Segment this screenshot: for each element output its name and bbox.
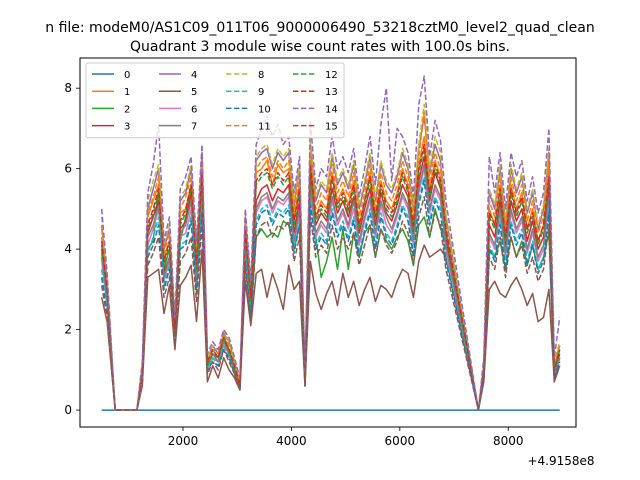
y-tick-label: 8 <box>64 81 72 95</box>
legend-label-5: 5 <box>191 87 197 98</box>
chart-title: Quadrant 3 module wise count rates with … <box>130 39 510 55</box>
legend-label-15: 15 <box>325 122 338 133</box>
legend-label-0: 0 <box>124 70 130 81</box>
plot-frame <box>79 57 577 428</box>
x-tick-label: 8000 <box>493 434 524 448</box>
series-line-14 <box>100 75 561 411</box>
y-tick-label: 2 <box>64 323 72 337</box>
legend-label-12: 12 <box>325 70 338 81</box>
series-line-15 <box>100 196 561 411</box>
legend-frame <box>85 62 345 139</box>
x-tick-label: 2000 <box>168 434 199 448</box>
y-tick-label: 0 <box>64 403 72 417</box>
legend-label-4: 4 <box>191 70 197 81</box>
series-line-5 <box>100 244 561 411</box>
x-tick-label: 4000 <box>276 434 307 448</box>
x-tick-label: 6000 <box>385 434 416 448</box>
figure-suptitle: n file: modeM0/AS1C09_011T06_9000006490_… <box>45 20 594 36</box>
legend-label-13: 13 <box>325 87 338 98</box>
series-layer <box>100 75 561 411</box>
legend-label-14: 14 <box>325 104 338 115</box>
series-line-8 <box>100 103 561 411</box>
legend-label-1: 1 <box>124 87 130 98</box>
series-line-12 <box>100 147 561 411</box>
series-line-3 <box>100 155 561 411</box>
legend-label-8: 8 <box>258 70 264 81</box>
y-tick-label: 6 <box>64 162 72 176</box>
series-line-11 <box>100 111 561 411</box>
series-line-13 <box>100 143 561 411</box>
x-offset-text: +4.9158e8 <box>527 454 594 468</box>
series-line-6 <box>100 167 561 411</box>
series-line-10 <box>100 179 561 411</box>
axis-ticks: 2000 4000 6000 8000 0 2 4 6 8 <box>64 81 523 448</box>
series-line-4 <box>100 115 561 411</box>
y-tick-label: 4 <box>64 242 72 256</box>
legend-label-9: 9 <box>258 87 264 98</box>
legend-label-10: 10 <box>258 104 271 115</box>
legend-label-11: 11 <box>258 122 271 133</box>
legend-label-2: 2 <box>124 104 130 115</box>
series-line-7 <box>100 163 561 411</box>
legend-label-6: 6 <box>191 104 197 115</box>
legend-label-3: 3 <box>124 122 130 133</box>
legend-label-7: 7 <box>191 122 197 133</box>
